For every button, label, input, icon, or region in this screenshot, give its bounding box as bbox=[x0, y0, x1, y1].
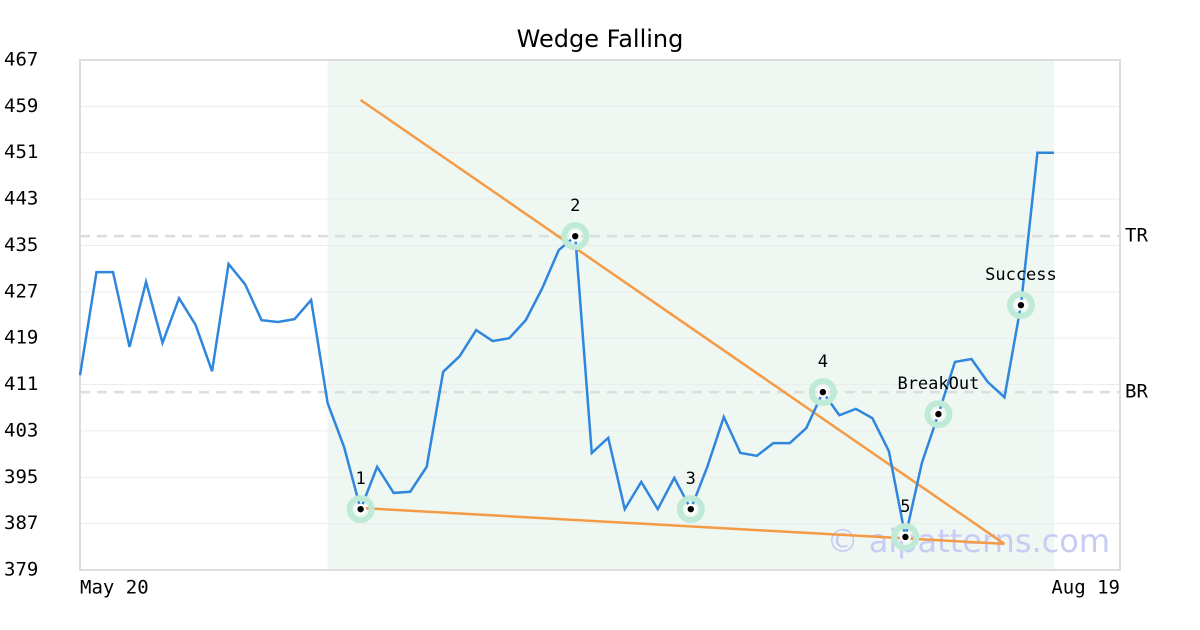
pattern-point-dot bbox=[687, 505, 694, 513]
y-tick-label: 411 bbox=[4, 373, 38, 395]
pattern-point-halo bbox=[891, 522, 920, 551]
y-tick-label: 443 bbox=[4, 188, 38, 210]
level-label: BR bbox=[1125, 381, 1148, 403]
pattern-point-halo bbox=[676, 495, 705, 524]
y-tick-label: 451 bbox=[4, 141, 38, 163]
pattern-point-dot bbox=[902, 533, 909, 541]
y-tick-label: 395 bbox=[4, 466, 38, 488]
pattern-point-dot bbox=[819, 388, 827, 396]
pattern-point-label: Success bbox=[985, 265, 1057, 285]
y-tick-label: 459 bbox=[4, 95, 38, 117]
y-tick-label: 379 bbox=[4, 559, 38, 581]
y-tick-label: 435 bbox=[4, 234, 38, 256]
y-tick-label: 427 bbox=[4, 280, 38, 302]
pattern-point-dot bbox=[572, 232, 579, 240]
pattern-point-label: BreakOut bbox=[897, 374, 979, 394]
y-tick-label: 419 bbox=[4, 327, 38, 349]
level-label: TR bbox=[1125, 225, 1148, 247]
pattern-point-dot bbox=[935, 410, 942, 418]
pattern-point-halo bbox=[1006, 291, 1035, 320]
pattern-point-halo bbox=[346, 495, 375, 524]
plot-frame bbox=[79, 59, 1121, 571]
pattern-point-dot bbox=[357, 505, 364, 513]
highlight-region bbox=[327, 60, 1054, 570]
y-tick-label: 467 bbox=[4, 49, 38, 71]
pattern-point-label: 4 bbox=[818, 352, 828, 372]
trend-line bbox=[359, 98, 1006, 545]
pattern-point-halo bbox=[808, 378, 837, 407]
y-tick-label: 387 bbox=[4, 512, 38, 534]
x-tick-label: Aug 19 bbox=[1051, 577, 1120, 599]
pattern-point-dot bbox=[1017, 301, 1025, 309]
pattern-point-halo bbox=[924, 400, 953, 429]
pattern-point-label: 2 bbox=[570, 196, 580, 216]
pattern-point-label: 1 bbox=[356, 469, 366, 489]
pattern-point-label: 3 bbox=[686, 469, 696, 489]
pattern-point-halo bbox=[561, 222, 590, 251]
y-tick-label: 403 bbox=[4, 419, 38, 441]
chart-title: Wedge Falling bbox=[517, 25, 684, 53]
pattern-point-label: 5 bbox=[900, 497, 910, 517]
x-tick-label: May 20 bbox=[80, 577, 149, 599]
